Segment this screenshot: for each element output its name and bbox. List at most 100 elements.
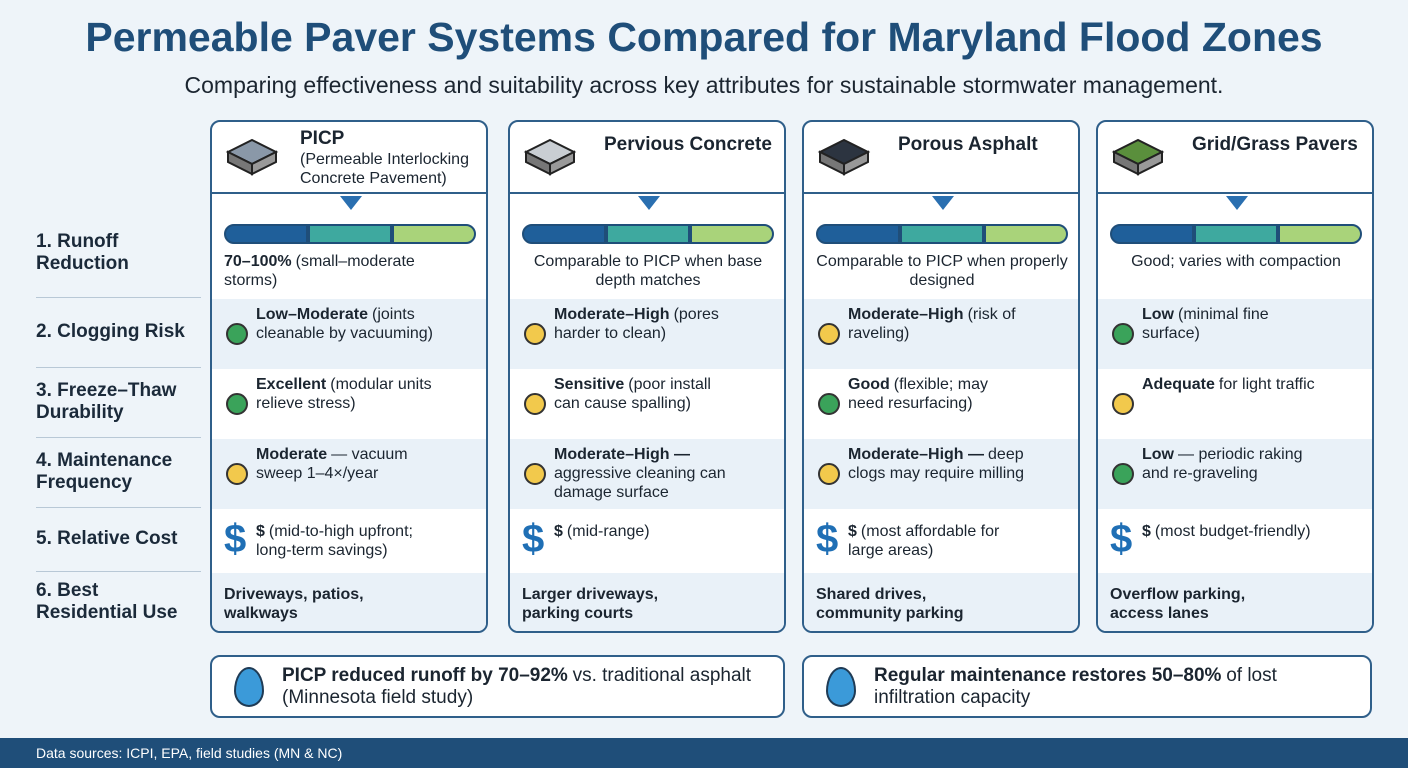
cell-text: Shared drives, community parking (816, 585, 986, 623)
cell-text: Moderate–High — aggressive cleaning can d… (554, 445, 734, 502)
row-cell: Good (flexible; may need resurfacing) (804, 369, 1078, 439)
down-arrow (1226, 196, 1248, 210)
column-name: PICP (300, 128, 345, 149)
row-cell: $ $ (mid-range) (510, 509, 784, 573)
row-cell: Moderate–High — deep clogs may require mi… (804, 439, 1078, 509)
row-label: 4. Maintenance Frequency (36, 437, 201, 508)
subtitle: Comparing effectiveness and suitability … (184, 72, 1224, 98)
runoff-bar (606, 224, 690, 244)
rating-dot (524, 393, 546, 415)
rating-dot (1112, 323, 1134, 345)
cost-icon: $ (816, 517, 839, 561)
text: (modular units relieve stress) (256, 376, 432, 412)
row-cell: Overflow parking, access lanes (1098, 573, 1372, 631)
text: vs. traditional asphalt (Minnesota field… (282, 665, 752, 708)
text: (mid-range) (566, 523, 650, 540)
row-cell: Comparable to PICP when base depth match… (510, 210, 784, 299)
runoff-bar (1278, 224, 1362, 244)
cost-icon: $ (224, 517, 247, 561)
cell-text: Comparable to PICP when base depth match… (520, 252, 776, 290)
bold-text: Low (1142, 446, 1174, 463)
cell-text: Good (flexible; may need resurfacing) (848, 375, 1028, 413)
callout: PICP reduced runoff by 70–92% vs. traditi… (210, 655, 785, 718)
column-card: Grid/Grass Pavers Good; varies with compa… (1096, 120, 1374, 633)
footer-bar: Data sources: ICPI, EPA, field studies (… (0, 738, 1408, 768)
cell-text: $ (mid-range) (554, 522, 744, 541)
down-arrow (638, 196, 660, 210)
row-cell: Good; varies with compaction (1098, 210, 1372, 299)
rating-dot (524, 323, 546, 345)
row-cell: Moderate — vacuum sweep 1–4×/year (212, 439, 486, 509)
bold-text: $ (848, 523, 857, 540)
row-cell: Excellent (modular units relieve stress) (212, 369, 486, 439)
row-cell: Low — periodic raking and re-graveling (1098, 439, 1372, 509)
rating-dot (524, 463, 546, 485)
bold-text: Moderate–High (848, 306, 964, 323)
header-icon (523, 138, 577, 176)
row-label: 1. Runoff Reduction (36, 208, 201, 298)
runoff-bar (392, 224, 476, 244)
row-label: 2. Clogging Risk (36, 297, 201, 368)
text: (flexible; may need resurfacing) (848, 376, 989, 412)
row-label: 6. Best Residential Use (36, 580, 178, 623)
bold-text: Larger driveways, parking courts (522, 586, 659, 622)
row-cell: Moderate–High — aggressive cleaning can d… (510, 439, 784, 509)
text: aggressive cleaning can damage surface (554, 465, 726, 501)
cell-text: Low — periodic raking and re-graveling (1142, 445, 1322, 483)
bold-text: Moderate (256, 446, 328, 463)
row-cell: $ $ (most affordable for large areas) (804, 509, 1078, 573)
cell-text: $ (most budget-friendly) (1142, 522, 1332, 541)
row-cell: Moderate–High (pores harder to clean) (510, 299, 784, 369)
rating-dot (226, 323, 248, 345)
cell-text: Moderate–High — deep clogs may require mi… (848, 445, 1028, 483)
row-cell: Moderate–High (risk of raveling) (804, 299, 1078, 369)
down-arrow (340, 196, 362, 210)
rating-dot (1112, 393, 1134, 415)
runoff-bar (690, 224, 774, 244)
bold-text: Low (1142, 306, 1174, 323)
cost-icon: $ (1110, 517, 1133, 561)
bold-text: Moderate–High — (848, 446, 985, 463)
cell-text: Adequate for light traffic (1142, 375, 1322, 394)
bold-text: $ (554, 523, 563, 540)
runoff-bar (224, 224, 308, 244)
cell-text: $ (most affordable for large areas) (848, 522, 1038, 560)
text: (risk of raveling) (848, 306, 1016, 342)
cell-text: Driveways, patios, walkways (224, 585, 394, 623)
down-arrow (932, 196, 954, 210)
text: (mid-to-high upfront; long-term savings) (256, 523, 413, 559)
rating-dot (818, 323, 840, 345)
cell-text: Sensitive (poor install can cause spallin… (554, 375, 734, 413)
bold-text: Adequate (1142, 376, 1215, 393)
callout-icon (826, 667, 856, 707)
column-name: Porous Asphalt (898, 134, 1038, 155)
text: Good; varies with compaction (1131, 253, 1341, 270)
runoff-bar (308, 224, 392, 244)
text: (joints cleanable by vacuuming) (256, 306, 433, 342)
bold-text: Shared drives, community parking (816, 586, 964, 622)
footer-text: Data sources: ICPI, EPA, field studies (… (36, 745, 343, 761)
header-divider (804, 192, 1078, 194)
header-icon (1111, 138, 1165, 176)
cost-icon: $ (522, 517, 545, 561)
bold-text: PICP reduced runoff by 70–92% (282, 665, 568, 686)
rating-dot (226, 393, 248, 415)
runoff-bar (1194, 224, 1278, 244)
cell-text: 70–100% (small–moderate storms) (224, 252, 424, 290)
header-divider (212, 192, 486, 194)
column-card: PICP (Permeable Interlocking Concrete Pav… (210, 120, 488, 633)
row-cell: Sensitive (poor install can cause spallin… (510, 369, 784, 439)
runoff-bar (816, 224, 900, 244)
rating-dot (818, 393, 840, 415)
text: Comparable to PICP when properly designe… (816, 253, 1068, 289)
cell-text: Good; varies with compaction (1108, 252, 1364, 271)
bold-text: Good (848, 376, 890, 393)
runoff-bar (984, 224, 1068, 244)
header-divider (1098, 192, 1372, 194)
row-cell: Shared drives, community parking (804, 573, 1078, 631)
row-label: 3. Freeze–Thaw Durability (36, 367, 201, 438)
text: (most affordable for large areas) (848, 523, 1000, 559)
header-icon (225, 138, 279, 176)
text: of lost infiltration capacity (874, 665, 1277, 708)
text: (small–moderate storms) (224, 253, 415, 289)
